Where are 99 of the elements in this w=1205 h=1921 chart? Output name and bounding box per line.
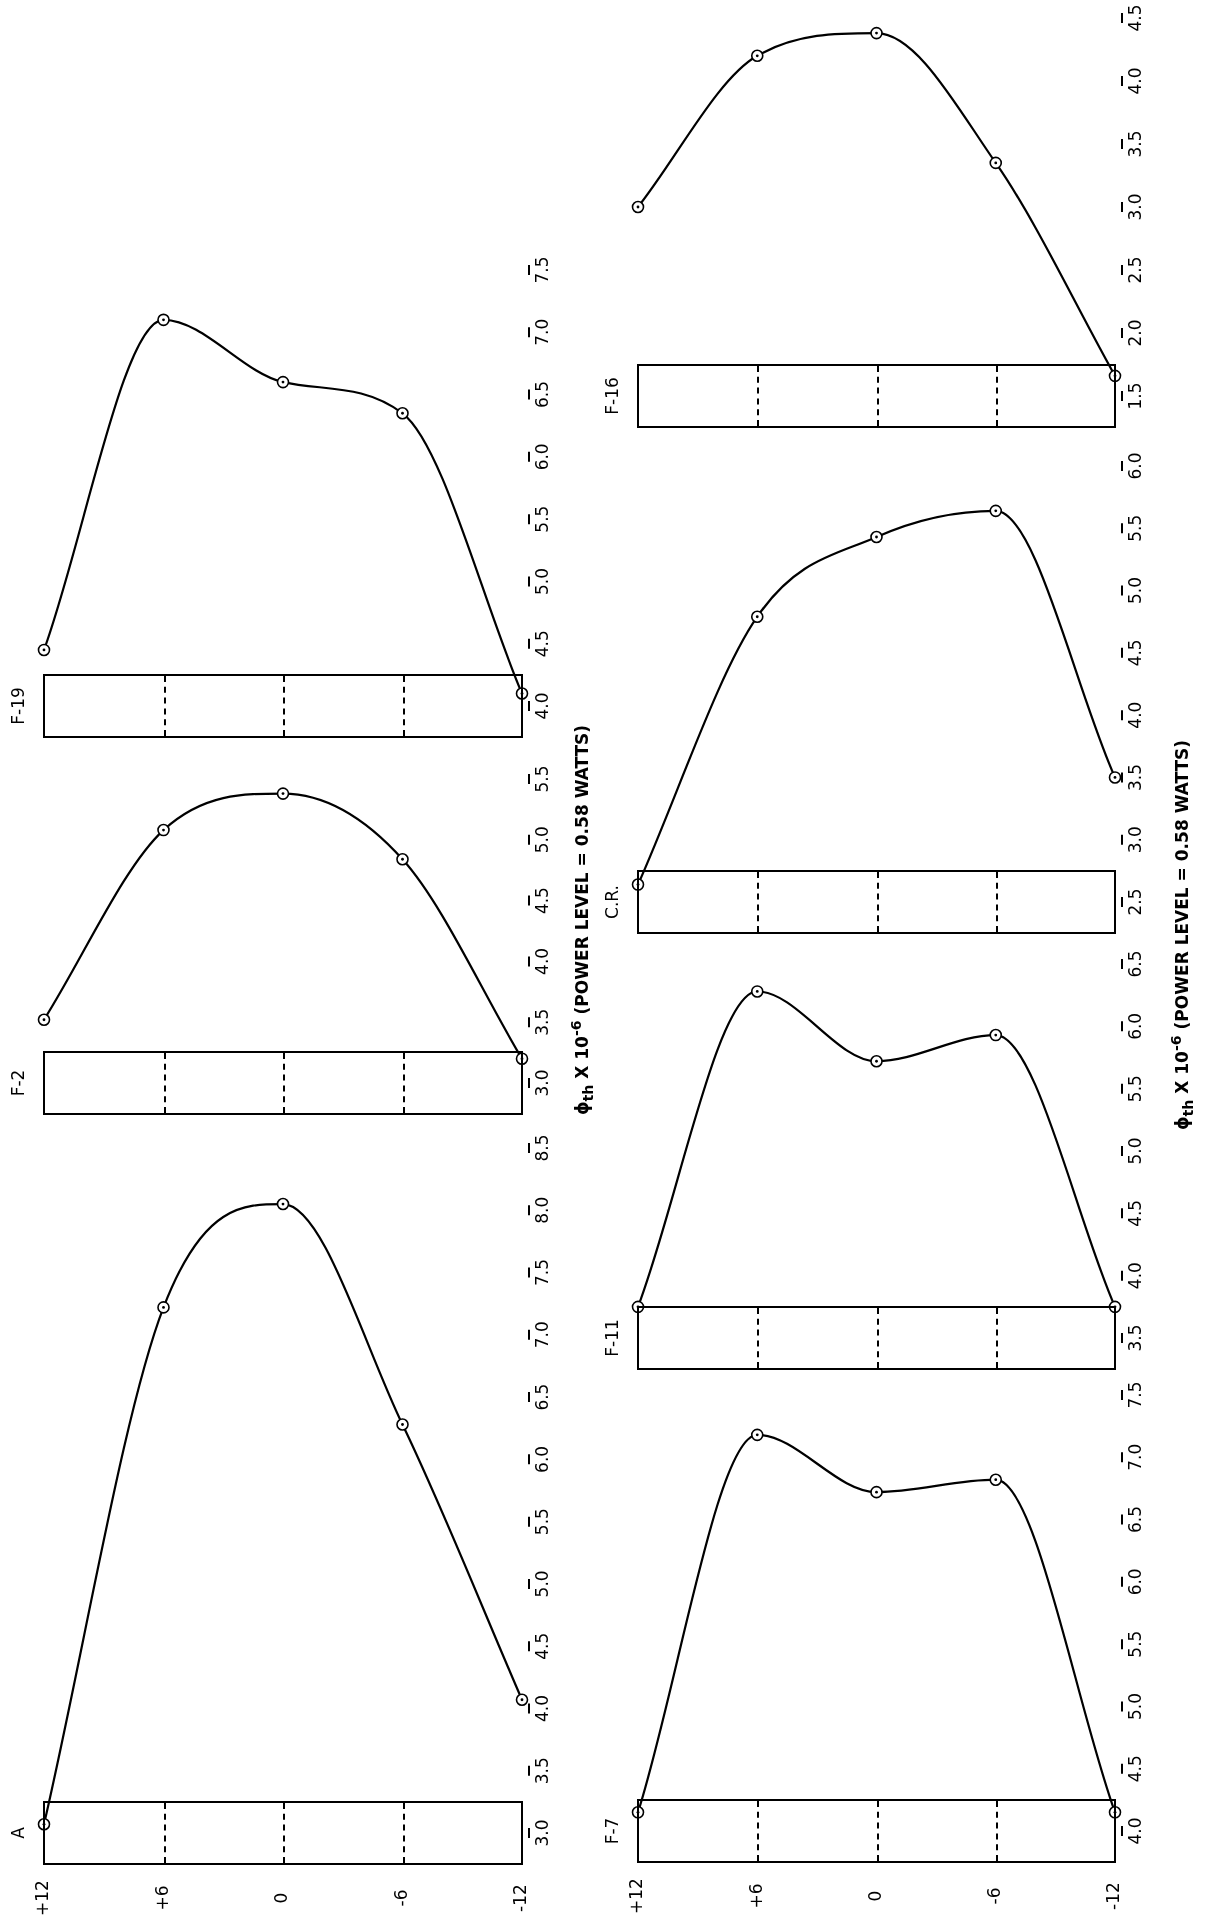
- point: [870, 26, 883, 40]
- y-tick-label: 4.5: [1125, 639, 1146, 667]
- point: [157, 823, 170, 837]
- y-tick-label: 7.0: [532, 318, 553, 346]
- y-tick-label: 6.5: [532, 1383, 553, 1411]
- point: [750, 1428, 764, 1442]
- point: [396, 406, 409, 420]
- point: [396, 1418, 409, 1431]
- y-tick-label: 5.5: [1125, 514, 1146, 542]
- y-tick-label: 1.5: [1125, 382, 1146, 410]
- point: [750, 49, 764, 63]
- y-tick-label: 3.0: [532, 1069, 553, 1097]
- text: F-16: [602, 377, 623, 415]
- y-tick-label: 7.0: [1125, 1443, 1146, 1471]
- point: [276, 787, 290, 800]
- y-tick-label: 4.5: [1125, 4, 1146, 32]
- y-tick-label: 3.0: [532, 1819, 553, 1847]
- y-tick-label: 4.0: [532, 1694, 553, 1722]
- x-tick-label: -6: [984, 1887, 1005, 1905]
- x-tick-label: +12: [32, 1880, 53, 1916]
- text: F-19: [8, 687, 29, 725]
- point: [750, 985, 764, 998]
- point: [989, 1473, 1003, 1487]
- text: F-11: [602, 1319, 623, 1357]
- point: [37, 643, 51, 657]
- y-tick-label: 3.5: [1125, 130, 1146, 158]
- point: [750, 610, 764, 624]
- y-tick-label: 4.0: [1125, 1262, 1146, 1290]
- y-tick-label: 2.5: [1125, 888, 1146, 916]
- y-tick-label: 3.5: [1125, 763, 1146, 791]
- y-tick-label: 5.5: [1125, 1075, 1146, 1103]
- text: A: [8, 1826, 29, 1839]
- y-tick-label: 3.5: [1125, 1324, 1146, 1352]
- y-tick-label: 3.5: [532, 1008, 553, 1036]
- point: [989, 156, 1003, 170]
- y-tick-label: 5.5: [1125, 1630, 1146, 1658]
- y-tick-label: 3.0: [1125, 826, 1146, 854]
- y-tick-label: 4.5: [1125, 1755, 1146, 1783]
- point: [631, 200, 645, 214]
- y-tick-label: 5.0: [532, 567, 553, 595]
- y-tick-label: 5.5: [532, 1508, 553, 1536]
- x-tick-label: -6: [390, 1889, 411, 1907]
- y-tick-label: 2.5: [1125, 256, 1146, 284]
- point: [157, 313, 170, 327]
- point: [989, 1028, 1003, 1042]
- x-tick-label: +6: [151, 1885, 172, 1911]
- y-tick-label: 3.5: [532, 1757, 553, 1785]
- point: [870, 1054, 883, 1068]
- y-tick-label: 4.0: [1125, 1817, 1146, 1845]
- y-tick-label: 8.5: [532, 1134, 553, 1162]
- y-tick-label: 6.5: [532, 381, 553, 409]
- text: C.R.: [602, 885, 623, 919]
- y-tick-label: 4.5: [532, 630, 553, 658]
- y-tick-label: 5.0: [532, 826, 553, 854]
- y-tick-label: 4.0: [1125, 701, 1146, 729]
- point: [1108, 771, 1122, 784]
- y-tick-label: 6.0: [532, 1445, 553, 1473]
- y-tick-label: 8.0: [532, 1196, 553, 1224]
- y-tick-label: 7.5: [1125, 1381, 1146, 1409]
- y-tick-label: 4.5: [532, 887, 553, 915]
- y-tick-label: 4.0: [1125, 67, 1146, 95]
- x-tick-label: 0: [864, 1890, 885, 1902]
- x-tick-label: +6: [745, 1883, 766, 1909]
- point: [276, 375, 290, 389]
- x-tick-label: 0: [271, 1892, 292, 1904]
- y-tick-label: 5.0: [532, 1570, 553, 1598]
- point: [989, 504, 1003, 518]
- x-tick-label: -12: [510, 1884, 531, 1912]
- y-tick-label: 5.0: [1125, 1137, 1146, 1165]
- point: [276, 1197, 290, 1211]
- y-tick-label: 6.0: [1125, 1568, 1146, 1596]
- y-tick-label: 5.5: [532, 505, 553, 533]
- point: [870, 530, 883, 544]
- y-tick-label: 6.5: [1125, 950, 1146, 978]
- y-tick-label: 4.5: [1125, 1199, 1146, 1227]
- y-tick-label: 6.0: [532, 443, 553, 471]
- point: [37, 1013, 51, 1027]
- y-tick-label: 7.5: [532, 1259, 553, 1287]
- y-tick-label: 4.0: [532, 692, 553, 720]
- y-tick-label: 3.0: [1125, 193, 1146, 221]
- x-tick-label: +12: [626, 1878, 647, 1914]
- y-tick-label: 6.0: [1125, 1012, 1146, 1040]
- y-tick-label: 2.0: [1125, 319, 1146, 347]
- y-tick-label: 5.0: [1125, 1692, 1146, 1720]
- y-tick-label: 4.5: [532, 1632, 553, 1660]
- y-tick-label: 7.0: [532, 1321, 553, 1349]
- point: [157, 1301, 170, 1314]
- y-tick-label: 6.0: [1125, 452, 1146, 480]
- y-tick-label: 5.5: [532, 765, 553, 793]
- x-tick-label: -12: [1103, 1882, 1124, 1910]
- text: F-7: [602, 1817, 623, 1845]
- y-tick-label: 6.5: [1125, 1506, 1146, 1534]
- text: F-2: [8, 1069, 29, 1097]
- point: [870, 1485, 883, 1499]
- point: [396, 852, 409, 866]
- y-tick-label: 5.0: [1125, 577, 1146, 605]
- point: [515, 1693, 529, 1707]
- y-tick-label: 4.0: [532, 947, 553, 975]
- y-tick-label: 7.5: [532, 256, 553, 284]
